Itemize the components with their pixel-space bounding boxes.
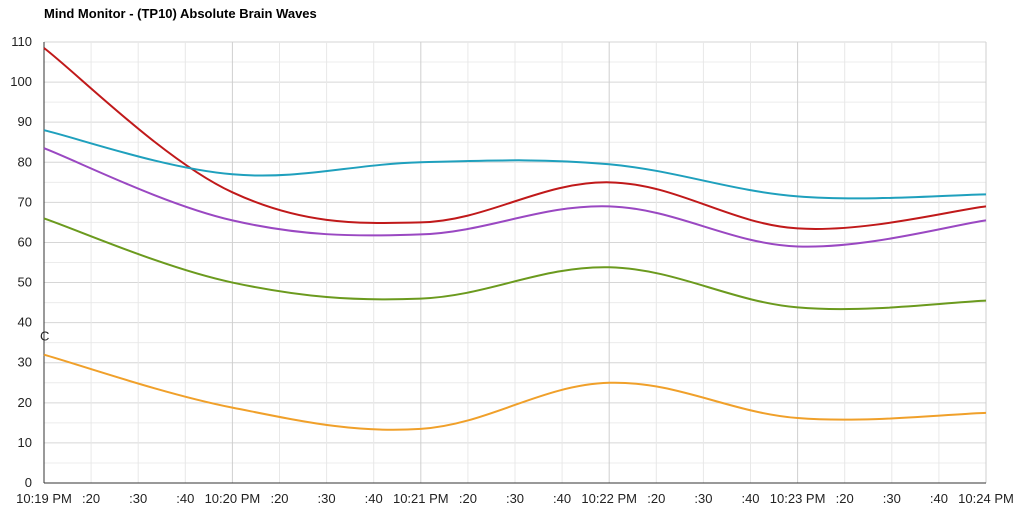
series-lines <box>43 47 987 431</box>
y-tick-label: 80 <box>18 154 32 169</box>
x-tick-label: :30 <box>506 491 524 506</box>
axes <box>43 42 986 484</box>
x-tick-label: 10:22 PM <box>581 491 637 506</box>
x-tick-label: :30 <box>694 491 712 506</box>
x-tick-label: :20 <box>647 491 665 506</box>
series-line <box>43 129 987 200</box>
series-line <box>43 217 987 311</box>
chart-title: Mind Monitor - (TP10) Absolute Brain Wav… <box>44 6 317 21</box>
x-tick-label: 10:20 PM <box>205 491 261 506</box>
y-tick-label: 10 <box>18 435 32 450</box>
series-line <box>43 147 987 248</box>
x-tick-label: 10:19 PM <box>16 491 72 506</box>
y-tick-label: 90 <box>18 114 32 129</box>
y-tick-label: 20 <box>18 395 32 410</box>
x-tick-label: 10:23 PM <box>770 491 826 506</box>
y-tick-label: 0 <box>25 475 32 490</box>
y-tick-label: 30 <box>18 355 32 370</box>
chart-annotation: C <box>40 329 49 344</box>
x-tick-label: :20 <box>459 491 477 506</box>
y-tick-label: 50 <box>18 275 32 290</box>
x-tick-label: 10:21 PM <box>393 491 449 506</box>
x-tick-label: :30 <box>318 491 336 506</box>
x-tick-label: :40 <box>553 491 571 506</box>
y-axis-ticks: 0 10 20 30 40 50 60 70 80 90 100 110 <box>10 34 32 490</box>
series-line <box>43 353 987 431</box>
grid <box>43 41 987 484</box>
x-tick-label: :40 <box>930 491 948 506</box>
x-tick-label: :20 <box>82 491 100 506</box>
x-tick-label: :40 <box>741 491 759 506</box>
y-tick-label: 110 <box>11 34 32 49</box>
y-tick-label: 60 <box>18 234 32 249</box>
x-axis-ticks: 10:19 PM :20 :30 :40 10:20 PM :20 :30 :40 10:21 … <box>16 491 1014 506</box>
y-tick-label: 70 <box>18 194 32 209</box>
x-tick-label: :20 <box>836 491 854 506</box>
x-tick-label: :30 <box>883 491 901 506</box>
x-tick-label: 10:24 PM <box>958 491 1014 506</box>
x-tick-label: :40 <box>176 491 194 506</box>
x-tick-label: :30 <box>129 491 147 506</box>
y-tick-label: 40 <box>18 315 32 330</box>
x-tick-label: :40 <box>365 491 383 506</box>
y-tick-label: 100 <box>10 74 32 89</box>
x-tick-label: :20 <box>270 491 288 506</box>
